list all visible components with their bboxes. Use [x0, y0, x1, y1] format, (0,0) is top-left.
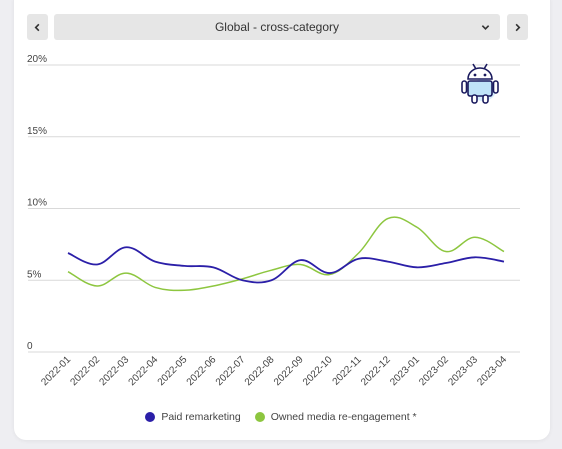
chart-legend: Paid remarketing Owned media re-engageme…	[0, 411, 562, 423]
legend-item-owned[interactable]: Owned media re-engagement *	[254, 411, 417, 423]
chevron-left-icon	[34, 23, 40, 31]
x-tick-label: 2022-03	[98, 354, 132, 388]
series-line-owned	[67, 216, 505, 292]
legend-label-paid: Paid remarketing	[161, 411, 241, 423]
android-icon	[461, 63, 499, 104]
x-tick-label: 2022-10	[301, 354, 335, 388]
x-tick-label: 2023-01	[388, 354, 422, 388]
x-tick-label: 2022-12	[359, 354, 393, 388]
legend-label-owned: Owned media re-engagement *	[270, 411, 417, 423]
x-tick-label: 2022-05	[156, 354, 190, 388]
grid-lines	[28, 64, 520, 353]
y-tick-label: 20%	[27, 54, 47, 65]
series-lines	[67, 216, 505, 292]
previous-button[interactable]	[27, 14, 48, 40]
x-tick-label: 2022-07	[214, 354, 248, 388]
x-tick-label: 2022-08	[243, 354, 277, 388]
category-select[interactable]: Global - cross-category	[54, 14, 500, 40]
x-tick-label: 2022-04	[127, 354, 161, 388]
y-tick-label: 0	[27, 341, 33, 352]
x-tick-label: 2023-04	[475, 354, 509, 388]
chevron-down-icon	[481, 25, 490, 30]
y-tick-label: 15%	[27, 126, 47, 137]
x-tick-label: 2023-03	[446, 354, 480, 388]
x-tick-label: 2022-01	[39, 354, 73, 388]
x-tick-label: 2022-11	[331, 354, 365, 388]
series-line-paid	[67, 246, 505, 284]
x-tick-label: 2023-02	[417, 354, 451, 388]
x-axis-ticks: 2022-012022-022022-032022-042022-052022-…	[39, 354, 509, 388]
x-tick-label: 2022-06	[185, 354, 219, 388]
next-button[interactable]	[507, 14, 528, 40]
y-tick-label: 5%	[27, 269, 42, 280]
legend-item-paid[interactable]: Paid remarketing	[145, 411, 241, 423]
x-tick-label: 2022-02	[68, 354, 102, 388]
y-axis-ticks: 0 5% 10% 15% 20%	[27, 54, 47, 352]
y-tick-label: 10%	[27, 198, 47, 209]
chevron-right-icon	[515, 23, 521, 31]
category-select-label: Global - cross-category	[214, 20, 340, 34]
legend-swatch-owned	[254, 412, 265, 422]
legend-swatch-paid	[145, 412, 156, 422]
chart-card	[14, 0, 550, 440]
x-tick-label: 2022-09	[272, 354, 306, 388]
